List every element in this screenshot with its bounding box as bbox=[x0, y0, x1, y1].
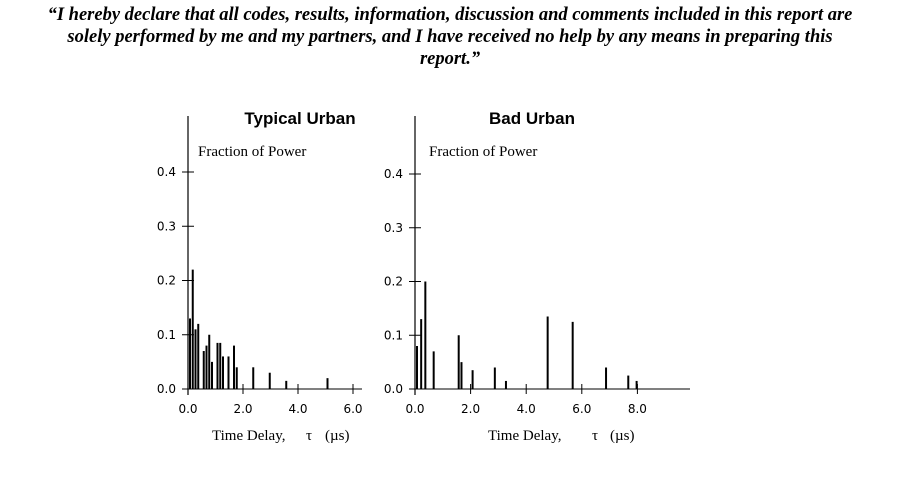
typical-y-tick-label: 0.0 bbox=[157, 382, 176, 396]
bad-x-label-symbol: τ bbox=[592, 428, 598, 444]
bad-x-tick-label: 0.0 bbox=[405, 402, 424, 416]
bad-x-label: Time Delay, bbox=[488, 428, 561, 444]
bad-x-tick-label: 4.0 bbox=[517, 402, 536, 416]
bad-y-tick-label: 0.3 bbox=[384, 221, 403, 235]
typical-x-label-unit: (µs) bbox=[325, 428, 349, 444]
typical-y-tick-label: 0.2 bbox=[157, 274, 176, 288]
typical-chart-title: Typical Urban bbox=[244, 109, 355, 128]
bad-x-tick-label: 8.0 bbox=[628, 402, 647, 416]
typical-y-tick-label: 0.3 bbox=[157, 219, 176, 233]
typical-x-label-symbol: τ bbox=[306, 428, 312, 444]
typical-y-label: Fraction of Power bbox=[198, 144, 306, 160]
bad-y-tick-label: 0.2 bbox=[384, 275, 403, 289]
bad-chart-title: Bad Urban bbox=[489, 109, 575, 128]
declaration-text: “I hereby declare that all codes, result… bbox=[47, 5, 853, 69]
typical-x-tick-label: 0.0 bbox=[178, 402, 197, 416]
bad-x-tick-label: 2.0 bbox=[461, 402, 480, 416]
bad-y-tick-label: 0.1 bbox=[384, 328, 403, 342]
typical-y-tick-label: 0.1 bbox=[157, 328, 176, 342]
typical-x-tick-label: 2.0 bbox=[233, 402, 252, 416]
bad-y-label: Fraction of Power bbox=[429, 144, 537, 160]
bad-y-tick-label: 0.0 bbox=[384, 382, 403, 396]
bad-y-tick-label: 0.4 bbox=[384, 167, 403, 181]
bad-x-label-unit: (µs) bbox=[610, 428, 634, 444]
typical-x-tick-label: 4.0 bbox=[288, 402, 307, 416]
typical-x-tick-label: 6.0 bbox=[343, 402, 362, 416]
bad-x-tick-label: 6.0 bbox=[572, 402, 591, 416]
typical-y-tick-label: 0.4 bbox=[157, 165, 176, 179]
typical-x-label: Time Delay, bbox=[212, 428, 285, 444]
